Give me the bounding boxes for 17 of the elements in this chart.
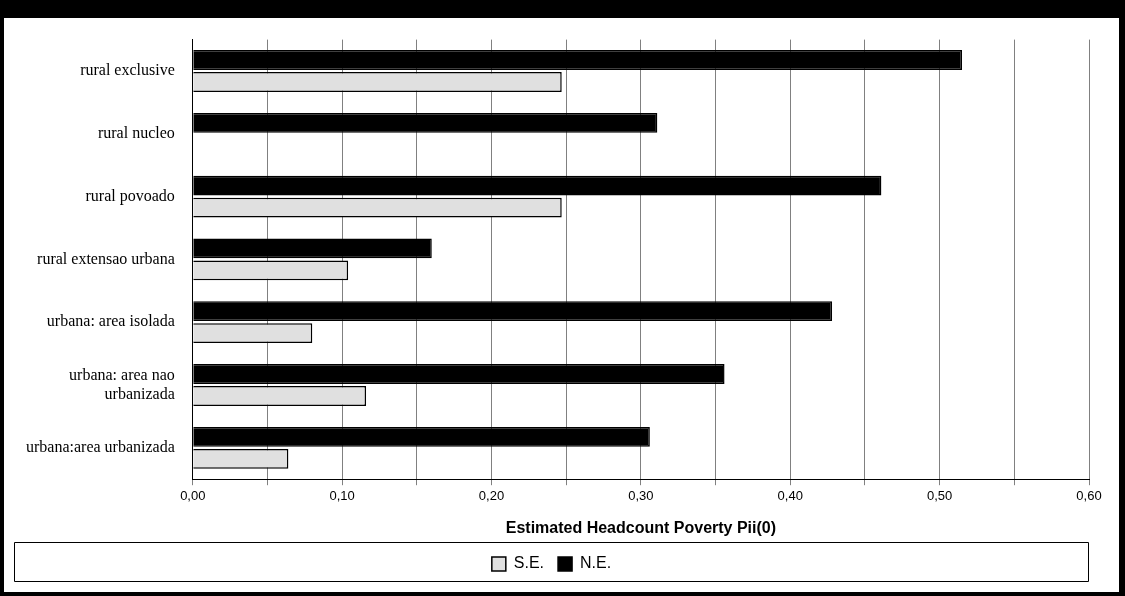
y-tick-label: rural extensao urbana [37, 249, 175, 267]
legend-label: N.E. [580, 554, 612, 572]
y-tick-label: rural nucleo [97, 124, 175, 141]
x-axis-title: Estimated Headcount Poverty Pii(0) [505, 518, 777, 536]
x-tick-label: 0,20 [478, 487, 505, 503]
y-tick-label: rural exclusive [80, 61, 175, 79]
x-tick-label: 0,10 [329, 487, 355, 503]
legend-label: S.E. [513, 554, 545, 572]
y-tick-label: rural povoado [85, 186, 175, 205]
x-tick-label: 0,00 [180, 487, 206, 503]
x-tick-label: 0,30 [628, 487, 654, 503]
x-tick-label: 0,40 [777, 487, 803, 503]
y-tick-label: urbana: area nao urbanizada [69, 365, 175, 402]
y-tick-label: urbana:area urbanizada [25, 438, 175, 455]
x-tick-label: 0,50 [926, 487, 953, 503]
y-tick-label: urbana: area isolada [46, 312, 175, 330]
x-tick-label: 0,60 [1076, 487, 1102, 503]
